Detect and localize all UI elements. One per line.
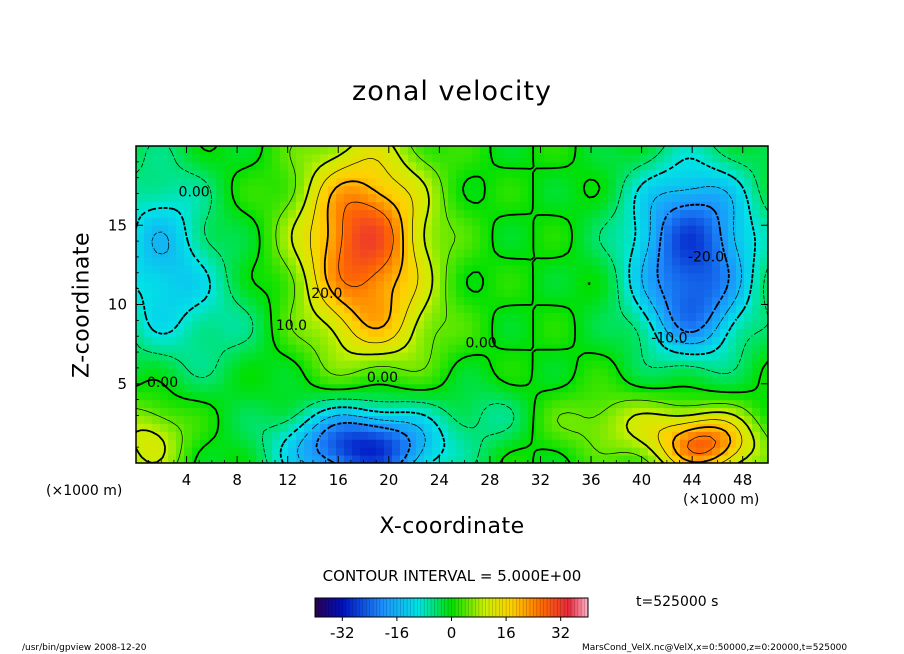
colorbar-tick-label: 16: [497, 624, 516, 642]
contour-label: 0.00: [179, 185, 210, 201]
x-tick-label: 4: [182, 471, 192, 489]
contour-label: 0.00: [367, 370, 398, 386]
colorbar-gradient: [315, 598, 588, 617]
contour-label: 0.00: [465, 335, 496, 351]
contour-lines: [136, 146, 768, 463]
x-tick-label: 36: [581, 471, 600, 489]
x-tick-label: 20: [379, 471, 398, 489]
x-tick-label: 40: [632, 471, 651, 489]
contour-label: 20.0: [311, 286, 342, 302]
colorbar-tick-label: -16: [385, 624, 410, 642]
x-tick-label: 44: [683, 471, 702, 489]
x-tick-label: 16: [329, 471, 348, 489]
y-axis-label: Z-coordinate: [69, 232, 95, 378]
time-label: t=525000 s: [636, 594, 719, 610]
colorbar-ticks: -32 -16 0 16 32: [330, 617, 570, 642]
y-tick-label: 5: [117, 375, 127, 393]
colorbar-stripes: [318, 598, 585, 617]
contour-label: 0.00: [147, 375, 178, 391]
y-tick-label: 10: [108, 296, 127, 314]
x-tick-label: 12: [278, 471, 297, 489]
x-tick-label: 48: [733, 471, 752, 489]
contour-interval-label: CONTOUR INTERVAL = 5.000E+00: [322, 567, 582, 585]
colorbar-tick-label: 0: [447, 624, 457, 642]
plot-area: [136, 146, 768, 463]
x-tick-label: 28: [480, 471, 499, 489]
contour-label: -10.0: [651, 331, 687, 347]
x-tick-label: 32: [531, 471, 550, 489]
x-unit-label-left: (×1000 m): [46, 483, 123, 499]
contour-labels: 0.00 20.010.0 0.00 0.00 0.00 -20.0 -10.0: [147, 185, 724, 391]
colorbar-tick-label: -32: [330, 624, 355, 642]
x-unit-label-right: (×1000 m): [683, 492, 760, 508]
y-tick-label: 15: [108, 216, 127, 234]
contour-label: 10.0: [276, 318, 307, 334]
x-tick-label: 24: [430, 471, 449, 489]
contour-label: -20.0: [688, 250, 724, 266]
x-axis-label: X-coordinate: [379, 514, 525, 539]
footer-source: MarsCond_VelX.nc@VelX,x=0:50000,z=0:2000…: [582, 643, 848, 653]
colorbar-tick-label: 32: [551, 624, 570, 642]
chart-title: zonal velocity: [352, 76, 552, 107]
x-tick-label: 8: [232, 471, 242, 489]
colorbar: -32 -16 0 16 32: [314, 597, 589, 642]
velocity-field: [136, 146, 768, 463]
footer-command: /usr/bin/gpview 2008-12-20: [22, 643, 147, 653]
